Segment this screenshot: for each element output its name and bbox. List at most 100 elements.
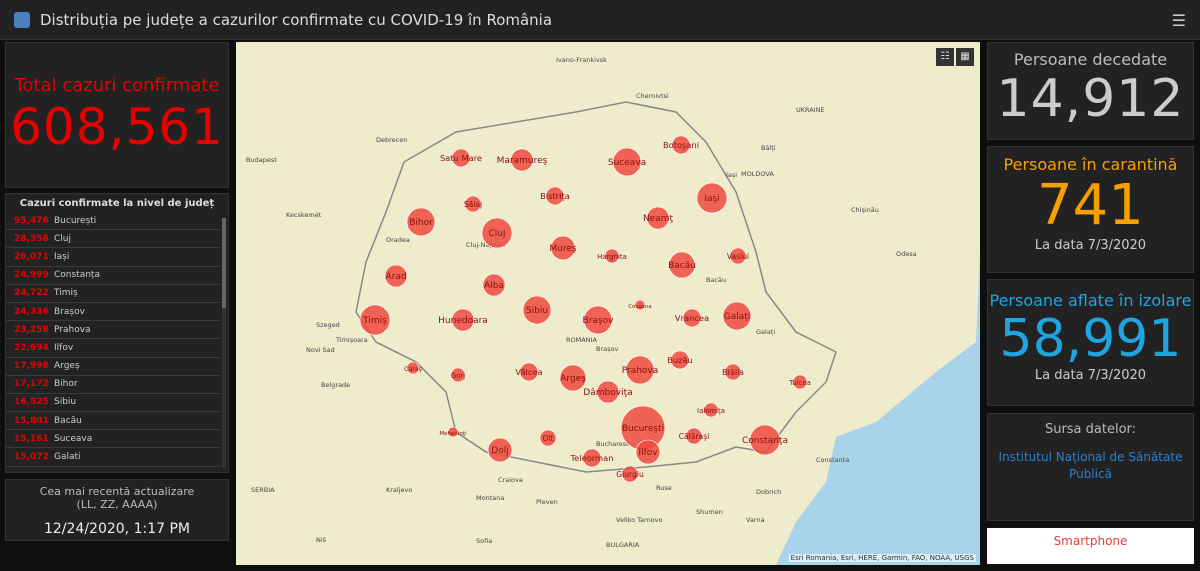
source-link[interactable]: Institutul Național de Sănătate Publică (998, 450, 1183, 481)
county-marker[interactable] (635, 439, 661, 465)
county-row[interactable]: 24,999 Constanța (6, 267, 220, 285)
county-marker[interactable] (604, 248, 620, 264)
county-marker[interactable] (612, 147, 642, 177)
map[interactable]: Budapest Debrecen Kecskemét Szeged Novi Sad B… (236, 42, 980, 565)
county-marker[interactable] (384, 264, 408, 288)
scrollbar[interactable] (222, 218, 226, 468)
county-marker[interactable] (451, 148, 471, 168)
county-marker[interactable] (481, 217, 513, 249)
county-marker[interactable] (685, 427, 703, 445)
county-row[interactable]: 24,336 Brașov (6, 303, 220, 322)
county-marker[interactable] (621, 465, 639, 483)
isolation-date: La data 7/3/2020 (1034, 368, 1147, 383)
county-row[interactable]: 17,998 Argeș (6, 358, 220, 376)
county-row[interactable]: 26,071 Iași (6, 248, 220, 267)
county-marker[interactable] (729, 247, 747, 265)
county-marker[interactable] (724, 363, 742, 381)
county-marker[interactable] (696, 182, 728, 214)
county-name: Ilfov (54, 342, 74, 353)
county-marker[interactable] (406, 207, 436, 237)
county-name: Bacău (54, 415, 82, 426)
county-row[interactable]: 15,801 Bacău (6, 412, 220, 431)
scrollbar-thumb[interactable] (222, 218, 226, 308)
county-marker[interactable] (359, 304, 391, 336)
smartphone-button[interactable]: Smartphone (987, 528, 1194, 564)
county-marker-label: Vâlcea (515, 367, 542, 377)
place-label: UKRAINE (796, 106, 825, 114)
map-canvas[interactable]: Budapest Debrecen Kecskemét Szeged Novi Sad B… (236, 42, 980, 565)
county-list-panel: Cazuri confirmate la nivel de județ 95,4… (5, 193, 229, 473)
county-row[interactable]: 15,161 Suceava (6, 430, 220, 449)
county-marker[interactable] (406, 361, 420, 375)
county-marker[interactable] (519, 362, 539, 382)
county-marker[interactable] (450, 367, 466, 383)
county-marker[interactable] (582, 448, 602, 468)
county-marker[interactable] (671, 135, 691, 155)
county-name: Sibiu (54, 397, 77, 408)
county-marker-label: Iaşi (704, 194, 719, 204)
county-name: Bihor (54, 379, 78, 390)
county-marker[interactable] (682, 308, 702, 328)
county-marker[interactable] (668, 251, 696, 279)
county-marker[interactable] (451, 308, 475, 332)
county-marker[interactable] (792, 374, 808, 390)
county-row[interactable]: 17,172 Bihor (6, 376, 220, 394)
place-label: Szeged (316, 321, 340, 329)
county-marker[interactable] (522, 295, 552, 325)
county-marker[interactable] (634, 299, 646, 311)
county-row[interactable]: 23,258 Prahova (6, 321, 220, 340)
county-marker-label: Bucureşti (622, 424, 664, 434)
county-row[interactable]: 15,072 Galati (6, 448, 220, 467)
county-row[interactable]: 95,476 București (6, 212, 220, 231)
county-marker[interactable] (464, 195, 482, 213)
basemap-icon[interactable]: ▦ (956, 48, 974, 66)
county-marker[interactable] (703, 402, 719, 418)
county-marker[interactable] (482, 273, 506, 297)
county-cases: 24,722 (14, 288, 49, 299)
place-label: Kecskemét (286, 211, 322, 219)
county-marker-label: Ialomiţa (697, 407, 725, 415)
county-marker[interactable] (487, 437, 513, 463)
county-marker-label: Maramureş (497, 156, 548, 166)
county-marker-label: Alba (484, 281, 504, 291)
county-marker[interactable] (510, 148, 534, 172)
place-label: Sofia (476, 537, 492, 545)
county-marker-label: Arad (385, 272, 406, 282)
place-label: Constanta (816, 456, 849, 464)
place-label: Veliko Tarnovo (616, 516, 663, 524)
quarantine-value: 741 (1037, 173, 1144, 238)
county-marker[interactable] (646, 206, 670, 230)
county-marker-label: Suceava (608, 158, 646, 168)
menu-icon[interactable]: ☰ (1171, 11, 1186, 30)
county-marker[interactable] (596, 380, 620, 404)
county-row[interactable]: 16,525 Sibiu (6, 394, 220, 413)
county-row[interactable]: 22,694 Ilfov (6, 339, 220, 358)
county-marker-label: Neamţ (643, 214, 674, 224)
county-name: Iași (54, 251, 70, 262)
deaths-value: 14,912 (996, 69, 1185, 129)
place-label: Chișinău (851, 206, 879, 214)
county-marker-label: Galaţi (724, 312, 751, 322)
county-marker[interactable] (559, 364, 587, 392)
county-marker[interactable] (539, 429, 557, 447)
legend-icon[interactable]: ☷ (936, 48, 954, 66)
county-name: Brașov (54, 306, 85, 317)
county-marker[interactable] (447, 426, 459, 438)
county-marker[interactable] (583, 305, 613, 335)
county-name: Prahova (54, 324, 91, 335)
place-label: Kraljevo (386, 486, 412, 494)
county-row[interactable]: 24,722 Timiș (6, 285, 220, 303)
county-marker-label: Călăraşi (679, 432, 710, 441)
county-row[interactable]: 28,358 Cluj (6, 230, 220, 249)
place-label: MOLDOVA (741, 170, 774, 178)
county-marker[interactable] (749, 424, 781, 456)
isolation-label: Persoane aflate în izolare (989, 291, 1192, 310)
county-marker[interactable] (670, 350, 690, 370)
isolation-panel: Persoane aflate în izolare 58,991 La dat… (987, 279, 1194, 406)
county-marker-label: Mehedinţi (439, 431, 467, 437)
county-marker-label: Dolj (491, 446, 508, 456)
county-marker[interactable] (550, 235, 576, 261)
county-marker[interactable] (722, 301, 752, 331)
county-marker[interactable] (545, 186, 565, 206)
county-marker[interactable] (625, 355, 655, 385)
